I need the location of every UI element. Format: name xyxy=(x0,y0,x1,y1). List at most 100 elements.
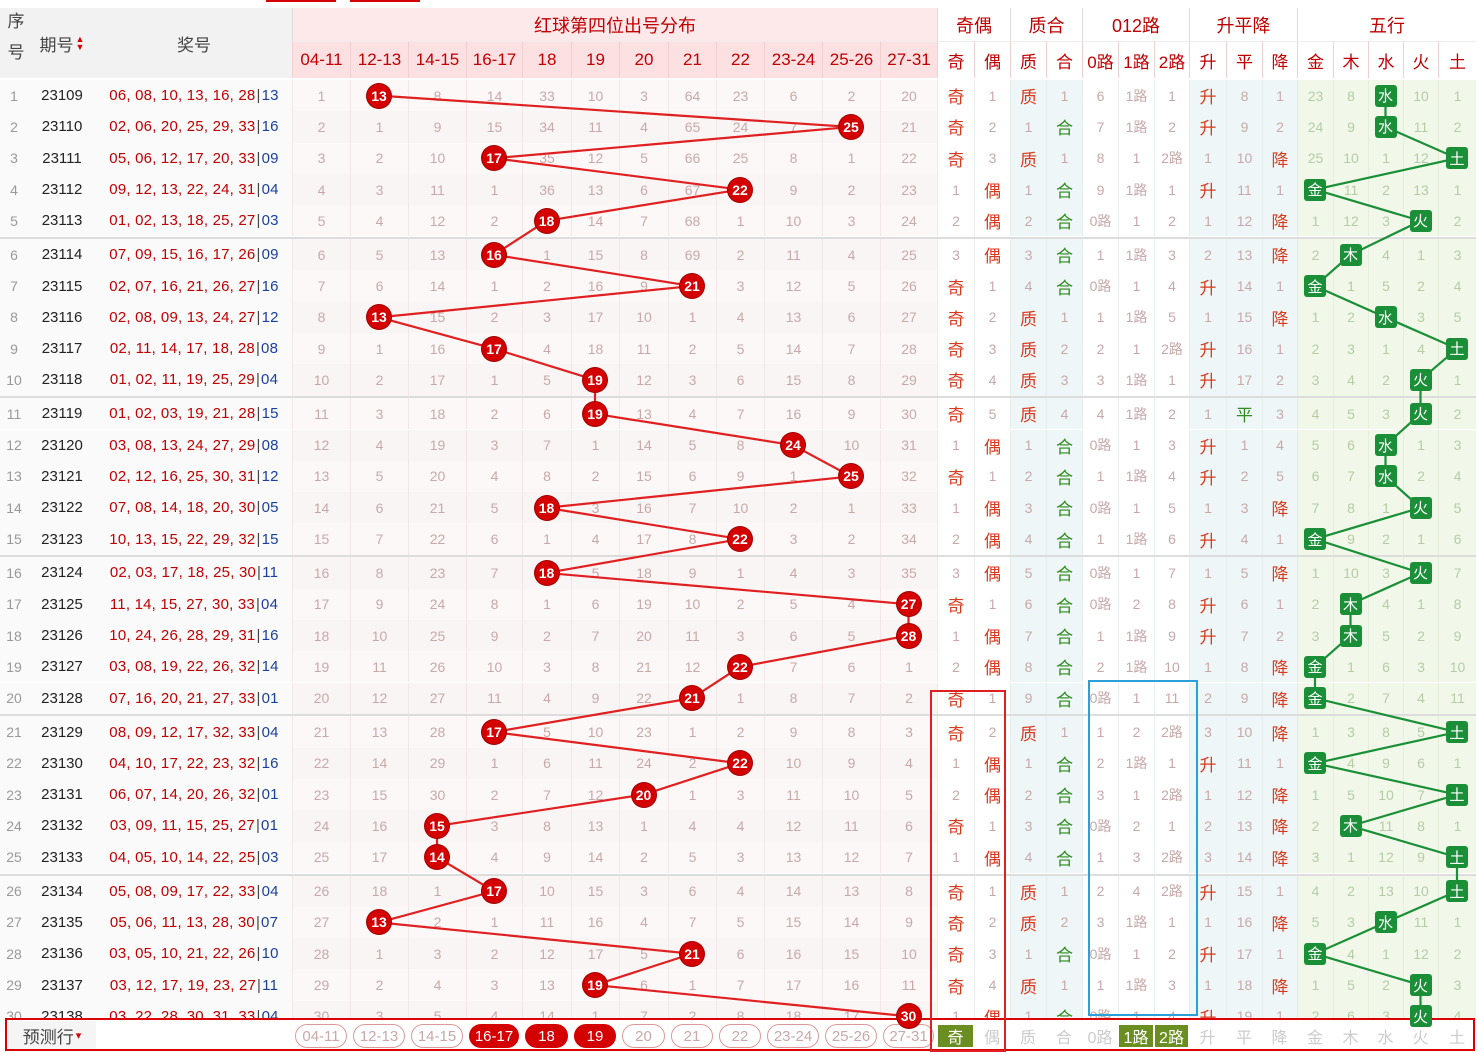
dist-cell: 12 xyxy=(571,779,619,811)
wx-tag: 火 xyxy=(1409,974,1432,997)
blue-ball-text: 12 xyxy=(261,308,279,326)
dist-cell: 13 xyxy=(764,841,822,873)
nums-cell: 03, 05, 10, 21, 22, 26 | 10 xyxy=(96,938,292,970)
dist-cell: 2 xyxy=(619,841,668,873)
predict-oe-option[interactable]: 奇 xyxy=(938,1025,973,1047)
oe-cell: 奇 xyxy=(937,588,974,620)
predict-trend-option[interactable]: 平 xyxy=(1235,1030,1252,1047)
predict-trend-option[interactable]: 降 xyxy=(1271,1030,1288,1047)
red-balls-text: 08, 09, 12, 17, 32, 33 xyxy=(109,723,256,741)
predict-r012-option[interactable]: 1路 xyxy=(1119,1025,1153,1047)
wx-cell: 2 xyxy=(1403,270,1438,302)
top-tab[interactable] xyxy=(350,0,420,2)
pc-cell: 9 xyxy=(1010,682,1046,714)
separator: | xyxy=(257,976,262,994)
separator: | xyxy=(256,786,261,804)
issue-header[interactable]: 期号 ▲ ▼ xyxy=(28,8,96,78)
dist-col-header: 18 xyxy=(522,41,571,78)
predict-wx-option[interactable]: 水 xyxy=(1377,1030,1394,1047)
dist-cell: 1 xyxy=(716,557,764,589)
predict-r012-option[interactable]: 0路 xyxy=(1087,1030,1113,1047)
row-group-divider xyxy=(0,237,1476,240)
pc-col-header: 合 xyxy=(1046,41,1082,78)
pc-cell: 2 xyxy=(1010,460,1046,493)
nums-cell: 09, 12, 13, 22, 24, 31 | 04 xyxy=(96,173,292,206)
pc-cell: 合 xyxy=(1046,747,1082,779)
r012-cell: 1 xyxy=(1118,557,1154,589)
wx-cell: 5 xyxy=(1333,398,1368,430)
predict-dist-pill[interactable]: 21 xyxy=(671,1024,713,1048)
red-balls-text: 01, 02, 11, 19, 25, 29 xyxy=(109,371,255,389)
trend-cell: 15 xyxy=(1226,301,1262,333)
r012-col-header: 2路 xyxy=(1154,41,1189,78)
predict-wx-option[interactable]: 火 xyxy=(1412,1030,1429,1047)
predict-wx-option[interactable]: 土 xyxy=(1448,1030,1465,1047)
dist-cell: 2 xyxy=(668,747,716,779)
wx-cell: 1 xyxy=(1403,523,1438,555)
dist-cell: 20 xyxy=(880,80,937,112)
wx-cell: 2 xyxy=(1438,111,1476,143)
dist-cell: 5 xyxy=(764,588,822,620)
r012-cell: 1 xyxy=(1154,80,1189,112)
dist-cell: 16 xyxy=(764,398,822,430)
dist-cell: 6 xyxy=(522,747,571,779)
wx-cell: 9 xyxy=(1368,747,1403,779)
red-balls-text: 03, 05, 10, 21, 22, 26 xyxy=(109,945,256,963)
dist-cell: 15 xyxy=(408,301,466,333)
dist-cell: 9 xyxy=(822,747,880,779)
predict-dist-pill[interactable]: 19 xyxy=(574,1024,616,1048)
top-tab[interactable] xyxy=(266,0,336,2)
dist-cell: 12 xyxy=(292,429,350,461)
r012-cell: 1 xyxy=(1118,333,1154,365)
pc-cell: 1 xyxy=(1010,747,1046,779)
red-balls-text: 10, 13, 15, 22, 29, 32 xyxy=(109,530,256,548)
predict-dist-pill[interactable]: 18 xyxy=(525,1024,568,1048)
r012-cell: 1路 xyxy=(1118,906,1154,939)
trend-cell: 2 xyxy=(1189,810,1226,842)
predict-pc-option[interactable]: 合 xyxy=(1055,1030,1072,1047)
dist-cell: 10 xyxy=(571,716,619,748)
predict-oe-option[interactable]: 偶 xyxy=(983,1030,1000,1047)
trend-cell: 升 xyxy=(1189,333,1226,365)
wx-cell: 5 xyxy=(1333,779,1368,811)
hit-ball: 18 xyxy=(534,208,559,233)
wx-cell: 2 xyxy=(1368,969,1403,1001)
predict-dist-pill[interactable]: 16-17 xyxy=(469,1024,519,1048)
seq-header: 序号 xyxy=(0,8,28,78)
wx-cell: 2 xyxy=(1297,333,1333,365)
predict-pc-option[interactable]: 质 xyxy=(1019,1030,1036,1047)
row-group-divider xyxy=(0,873,1476,876)
predict-dist-pill[interactable]: 12-13 xyxy=(353,1024,405,1048)
predict-wx-option[interactable]: 木 xyxy=(1342,1030,1359,1047)
dist-cell: 8 xyxy=(822,364,880,396)
predict-r012-option[interactable]: 2路 xyxy=(1155,1025,1188,1047)
predict-dist-pill[interactable]: 20 xyxy=(622,1024,665,1048)
predict-dist-pill[interactable]: 04-11 xyxy=(295,1024,347,1048)
dist-cell: 8 xyxy=(822,716,880,748)
predict-wx-option[interactable]: 金 xyxy=(1306,1030,1323,1047)
separator: | xyxy=(256,530,261,548)
predict-dist-pill[interactable]: 22 xyxy=(719,1024,761,1048)
issue-header-label: 期号 xyxy=(39,35,74,55)
r012-cell: 1 xyxy=(1118,938,1154,970)
wx-tag: 水 xyxy=(1374,434,1397,457)
oe-cell: 奇 xyxy=(937,716,974,748)
predict-dist-pill[interactable]: 23-24 xyxy=(767,1024,819,1048)
wx-cell: 7 xyxy=(1403,779,1438,811)
sort-arrows-icon[interactable]: ▲ ▼ xyxy=(75,34,85,52)
wx-cell: 1 xyxy=(1297,716,1333,748)
dist-cell: 6 xyxy=(764,80,822,112)
nums-cell: 08, 09, 12, 17, 32, 33 | 04 xyxy=(96,716,292,748)
dist-cell: 4 xyxy=(880,747,937,779)
trend-cell: 降 xyxy=(1262,906,1297,939)
predict-dist-pill[interactable]: 25-26 xyxy=(825,1024,877,1048)
predict-trend-option[interactable]: 升 xyxy=(1199,1030,1216,1047)
separator: | xyxy=(255,595,261,613)
trend-cell: 1 xyxy=(1262,333,1297,365)
predict-dist-pill[interactable]: 14-15 xyxy=(411,1024,463,1048)
chevron-down-icon[interactable]: ▾ xyxy=(75,1029,82,1042)
oe-cell: 奇 xyxy=(937,810,974,842)
predict-label[interactable]: 预测行 ▾ xyxy=(8,1021,96,1049)
dist-cell: 13 xyxy=(619,398,668,430)
dist-cell: 28 xyxy=(880,333,937,365)
